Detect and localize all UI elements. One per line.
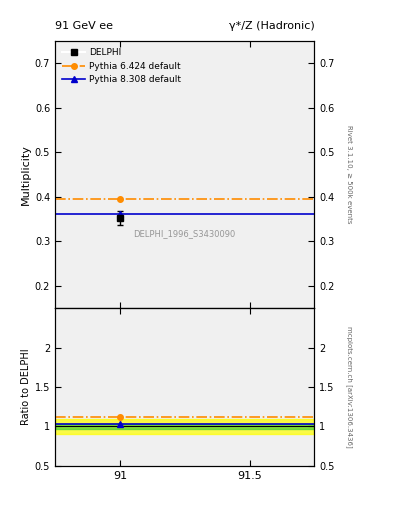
Bar bbox=[55, 424, 314, 429]
Text: 91 GeV ee: 91 GeV ee bbox=[55, 20, 113, 31]
Y-axis label: Rivet 3.1.10, ≥ 500k events: Rivet 3.1.10, ≥ 500k events bbox=[346, 125, 352, 224]
Legend: DELPHI, Pythia 6.424 default, Pythia 8.308 default: DELPHI, Pythia 6.424 default, Pythia 8.3… bbox=[59, 46, 184, 87]
Text: γ*/Z (Hadronic): γ*/Z (Hadronic) bbox=[229, 20, 314, 31]
Y-axis label: Multiplicity: Multiplicity bbox=[20, 144, 31, 205]
Y-axis label: Ratio to DELPHI: Ratio to DELPHI bbox=[20, 349, 31, 425]
Text: DELPHI_1996_S3430090: DELPHI_1996_S3430090 bbox=[134, 229, 236, 238]
Y-axis label: mcplots.cern.ch [arXiv:1306.3436]: mcplots.cern.ch [arXiv:1306.3436] bbox=[346, 326, 353, 448]
Bar bbox=[55, 419, 314, 434]
